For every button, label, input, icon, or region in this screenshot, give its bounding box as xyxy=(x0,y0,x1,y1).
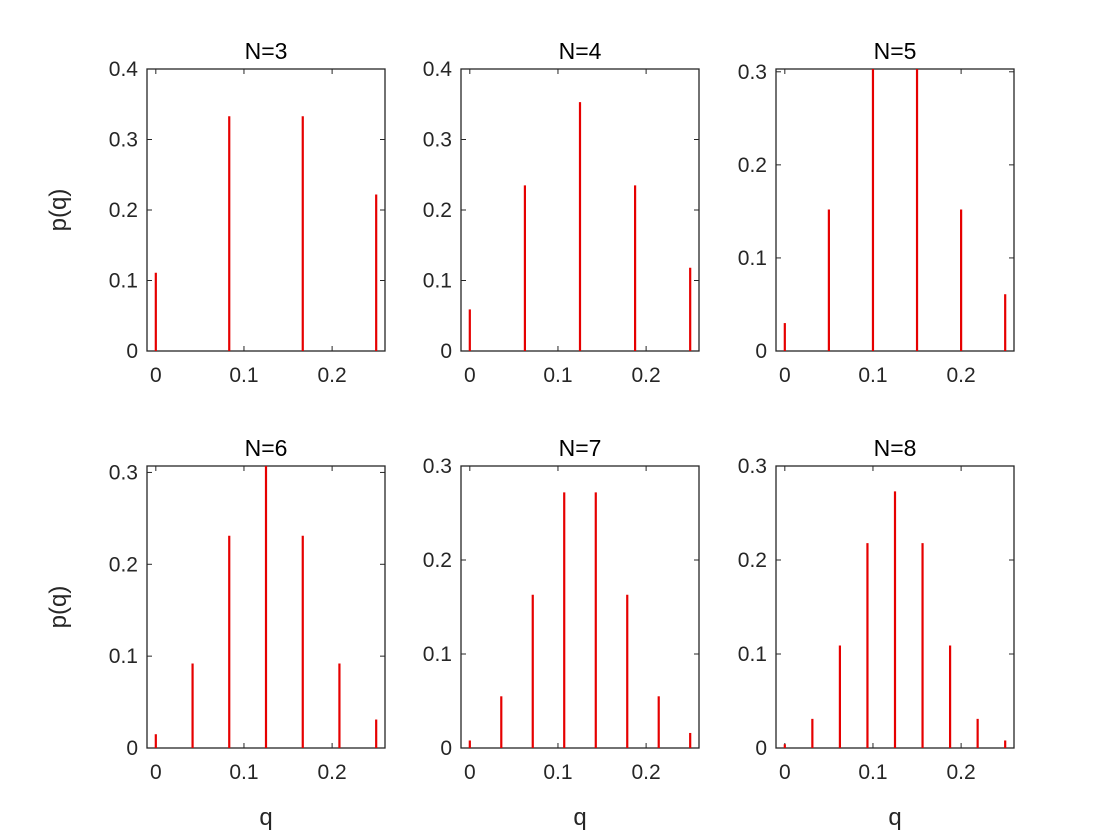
y-tick-label: 0.4 xyxy=(109,58,139,81)
x-axis-label: q xyxy=(888,804,901,831)
x-tick-label: 0.1 xyxy=(543,761,572,784)
y-tick-label: 0.3 xyxy=(423,455,452,478)
x-tick-label: 0 xyxy=(464,364,476,387)
y-tick-label: 0.2 xyxy=(738,154,767,177)
y-tick-label: 0.2 xyxy=(109,199,138,222)
y-tick-label: 0.1 xyxy=(738,247,767,270)
x-tick-label: 0.1 xyxy=(229,761,258,784)
x-tick-label: 0 xyxy=(150,364,162,387)
panel-title: N=4 xyxy=(559,38,602,64)
y-axis-label: p(q) xyxy=(45,189,72,232)
axes-box xyxy=(460,465,700,749)
y-axis-label: p(q) xyxy=(45,586,72,629)
panel-title: N=3 xyxy=(245,38,288,64)
y-tick-label: 0 xyxy=(755,340,767,363)
panel-title: N=5 xyxy=(874,38,917,64)
y-tick-label: 0.3 xyxy=(738,455,767,478)
x-axis-label: q xyxy=(573,804,586,831)
x-tick-label: 0.1 xyxy=(858,761,887,784)
x-tick-label: 0 xyxy=(779,364,791,387)
y-tick-label: 0.2 xyxy=(738,549,767,572)
y-tick-label: 0.3 xyxy=(423,129,452,152)
x-tick-label: 0 xyxy=(779,761,791,784)
y-tick-label: 0 xyxy=(126,340,138,363)
x-tick-label: 0.1 xyxy=(229,364,258,387)
x-tick-label: 0 xyxy=(150,761,162,784)
y-tick-label: 0 xyxy=(755,737,767,760)
y-tick-label: 0 xyxy=(440,737,452,760)
x-tick-label: 0.2 xyxy=(318,761,347,784)
x-tick-label: 0.2 xyxy=(947,761,976,784)
y-tick-label: 0 xyxy=(126,737,138,760)
y-tick-label: 0.1 xyxy=(109,270,138,293)
x-tick-label: 0.2 xyxy=(632,761,661,784)
panel-title: N=8 xyxy=(874,435,917,461)
y-tick-label: 0.4 xyxy=(423,58,453,81)
axes-box xyxy=(775,68,1015,352)
y-tick-label: 0.2 xyxy=(423,549,452,572)
y-tick-label: 0 xyxy=(440,340,452,363)
y-tick-label: 0.1 xyxy=(423,643,452,666)
y-tick-label: 0.1 xyxy=(109,645,138,668)
y-tick-label: 0.1 xyxy=(738,643,767,666)
x-tick-label: 0 xyxy=(464,761,476,784)
x-axis-label: q xyxy=(259,804,272,831)
y-tick-label: 0.2 xyxy=(109,553,138,576)
x-tick-label: 0.1 xyxy=(858,364,887,387)
y-tick-label: 0.1 xyxy=(423,270,452,293)
x-tick-label: 0.2 xyxy=(632,364,661,387)
panel-title: N=6 xyxy=(245,435,288,461)
y-tick-label: 0.3 xyxy=(738,61,767,84)
panel-title: N=7 xyxy=(559,435,602,461)
x-tick-label: 0.2 xyxy=(318,364,347,387)
y-tick-label: 0.3 xyxy=(109,461,138,484)
x-tick-label: 0.2 xyxy=(947,364,976,387)
y-tick-label: 0.3 xyxy=(109,129,138,152)
y-tick-label: 0.2 xyxy=(423,199,452,222)
x-tick-label: 0.1 xyxy=(543,364,572,387)
